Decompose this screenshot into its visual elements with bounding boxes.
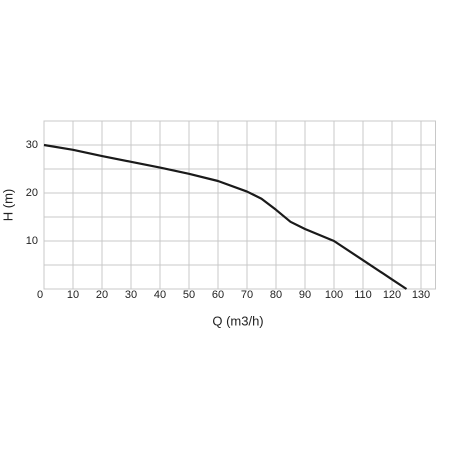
x-tick-label: 70 [241, 289, 253, 301]
x-tick-label: 90 [299, 289, 311, 301]
y-tick-label: 20 [26, 187, 38, 199]
x-tick-label: 130 [412, 289, 430, 301]
x-tick-label: 100 [325, 289, 343, 301]
pump-curve [43, 143, 408, 290]
y-tick-label: 30 [26, 139, 38, 151]
x-tick-label: 60 [212, 289, 224, 301]
x-tick-label: 20 [96, 289, 108, 301]
x-tick-label: 30 [125, 289, 137, 301]
x-tick-label: 40 [154, 289, 166, 301]
x-tick-label: 80 [270, 289, 282, 301]
y-tick-label: 10 [26, 235, 38, 247]
x-tick-label: 110 [354, 289, 372, 301]
y-axis-label: H (m) [0, 189, 15, 222]
x-axis-label: Q (m3/h) [212, 313, 263, 328]
x-tick-label: 120 [383, 289, 401, 301]
x-tick-label: 10 [67, 289, 79, 301]
x-tick-label: 50 [183, 289, 195, 301]
x-tick-label: 0 [37, 289, 43, 301]
plot-frame [43, 120, 436, 290]
